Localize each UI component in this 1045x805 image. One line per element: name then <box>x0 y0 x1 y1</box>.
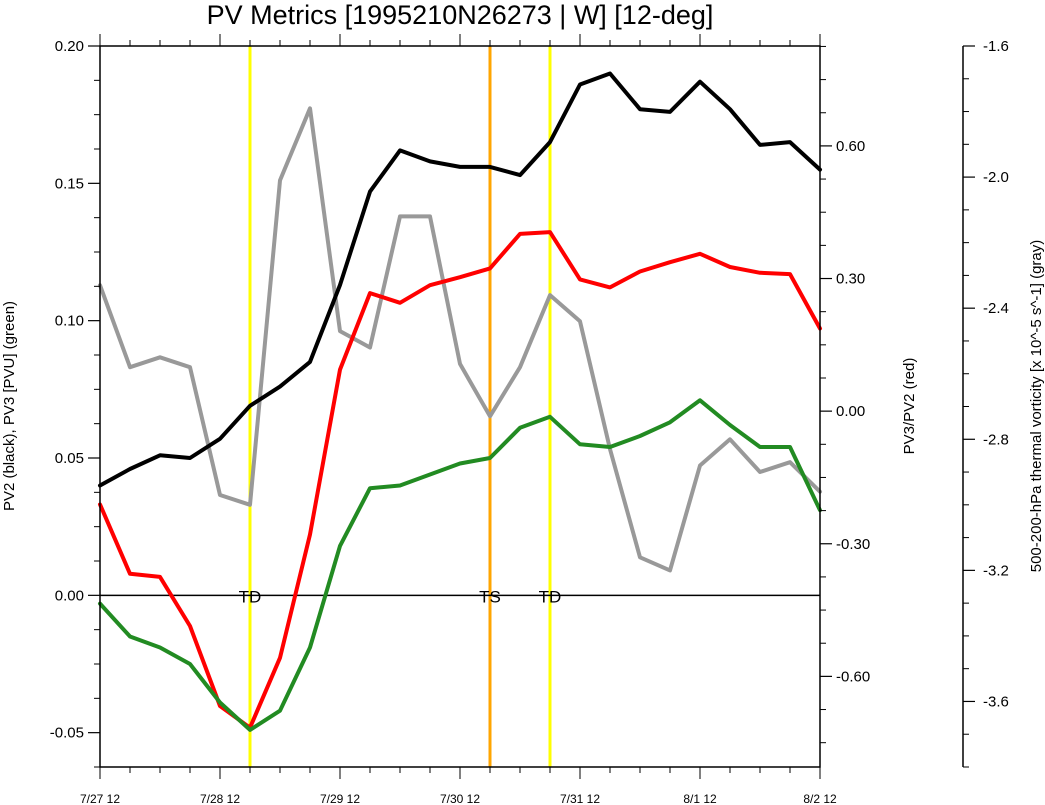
event-label-td: TD <box>239 587 262 606</box>
right-tick-label: -0.60 <box>836 668 870 685</box>
series-line-right-2 <box>98 230 822 730</box>
series-line-left-1 <box>98 398 822 732</box>
x-axis: 7/27 12 7/28 12 7/29 12 7/30 12 7/31 12 8/1 1… <box>80 34 837 805</box>
left-tick-label: 0.00 <box>55 587 84 604</box>
far-right-tick-label: -3.6 <box>983 693 1009 710</box>
x-tick-label: 8/1 12 <box>683 792 717 805</box>
x-tick-label: 7/27 12 <box>80 792 120 805</box>
right-tick-label: 0.60 <box>836 138 865 155</box>
left-tick-label: 0.20 <box>55 38 84 55</box>
plot-frame <box>99 45 821 768</box>
x-tick-label: 7/30 12 <box>440 792 480 805</box>
left-axis-label: PV2 (black), PV3 [PVU] (green) <box>1 301 18 511</box>
x-tick-label: 7/29 12 <box>320 792 360 805</box>
series-line-left-0 <box>98 71 822 488</box>
series-lines <box>98 71 822 732</box>
plot-border <box>99 45 821 768</box>
right-axis: -0.60 -0.30 0.00 0.30 0.60 <box>820 45 870 744</box>
far-right-axis: -1.6 -2.0 -2.4 -2.8 -3.2 -3.6 <box>962 38 1009 768</box>
x-tick-label: 7/28 12 <box>200 792 240 805</box>
far-right-axis-label: 500-200-hPa thermal vorticity [x 10^-5 s… <box>1028 240 1045 573</box>
far-right-tick-label: -1.6 <box>983 38 1009 55</box>
right-axis-label: PV3/PV2 (red) <box>901 358 918 455</box>
far-right-tick-label: -2.0 <box>983 169 1009 186</box>
right-tick-label: -0.30 <box>836 536 870 553</box>
chart-title: PV Metrics [1995210N26273 | W] [12-deg] <box>207 0 714 30</box>
x-tick-label: 8/2 12 <box>803 792 837 805</box>
far-right-tick-label: -2.8 <box>983 431 1009 448</box>
left-axis: -0.05 0.00 0.05 0.10 0.15 0.20 <box>50 38 100 768</box>
left-tick-label: 0.15 <box>55 175 84 192</box>
left-tick-label: -0.05 <box>50 725 84 742</box>
series-line-far_right-3 <box>98 106 822 573</box>
far-right-tick-label: -3.2 <box>983 562 1009 579</box>
event-label-td: TD <box>539 587 562 606</box>
event-markers <box>248 46 552 767</box>
left-tick-label: 0.10 <box>55 313 84 330</box>
right-tick-label: 0.30 <box>836 271 865 288</box>
right-tick-label: 0.00 <box>836 403 865 420</box>
far-right-tick-label: -2.4 <box>983 300 1009 317</box>
event-label-ts: TS <box>479 587 501 606</box>
left-tick-label: 0.05 <box>55 450 84 467</box>
event-labels: TD TS TD <box>239 587 562 606</box>
x-tick-label: 7/31 12 <box>560 792 600 805</box>
